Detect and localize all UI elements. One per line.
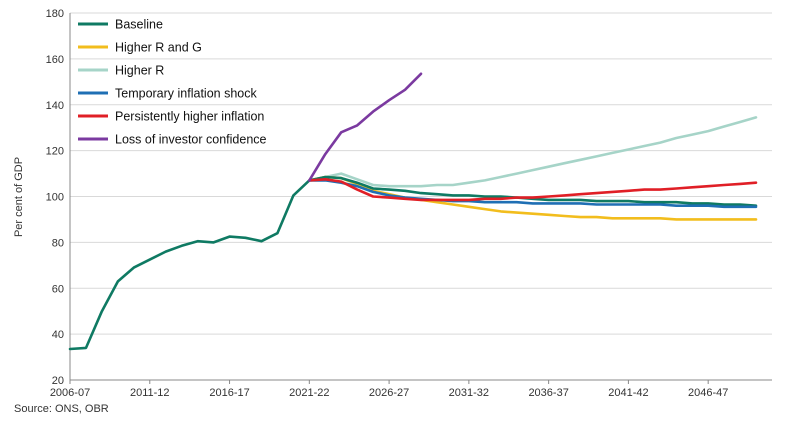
series-line-persistently-higher-inflation	[307, 178, 758, 202]
x-tick-label: 2016-17	[209, 387, 249, 399]
series-line-baseline	[68, 175, 758, 351]
series-line-temporary-inflation-shock	[307, 179, 758, 209]
x-tick-label: 2026-27	[369, 387, 409, 399]
y-axis-label: Per cent of GDP	[13, 157, 25, 237]
series-line-higher-r	[307, 116, 758, 188]
y-tick-label: 160	[46, 54, 64, 66]
y-tick-label: 180	[46, 8, 64, 20]
x-tick-label: 2006-07	[50, 387, 90, 399]
legend-label: Higher R	[115, 64, 164, 78]
series-line-loss-of-investor-confidence	[307, 72, 423, 182]
y-tick-label: 140	[46, 100, 64, 112]
x-tick-label: 2011-12	[130, 387, 170, 399]
x-tick-label: 2036-37	[528, 387, 568, 399]
y-tick-label: 20	[52, 375, 64, 387]
source-note: Source: ONS, OBR	[14, 403, 109, 415]
legend-label: Temporary inflation shock	[115, 87, 257, 101]
legend-label: Baseline	[115, 18, 163, 32]
y-tick-label: 100	[46, 192, 64, 204]
axes: 20 40 60 80 100 120 140 160 180 2006-07 2011-12 201…	[46, 8, 772, 399]
legend-label: Higher R and G	[115, 41, 202, 55]
legend-label: Loss of investor confidence	[115, 133, 267, 147]
gridlines	[70, 12, 772, 335]
y-tick-label: 60	[52, 283, 64, 295]
x-tick-label: 2041-42	[608, 387, 648, 399]
series-lines	[68, 72, 758, 351]
x-tick-label: 2021-22	[289, 387, 329, 399]
legend-label: Persistently higher inflation	[115, 110, 264, 124]
y-tick-label: 120	[46, 146, 64, 158]
y-tick-label: 80	[52, 237, 64, 249]
x-tick-label: 2031-32	[449, 387, 489, 399]
legend: Baseline Higher R and G Higher R Temporary …	[78, 18, 267, 147]
y-tick-label: 40	[52, 329, 64, 341]
x-tick-label: 2046-47	[688, 387, 728, 399]
